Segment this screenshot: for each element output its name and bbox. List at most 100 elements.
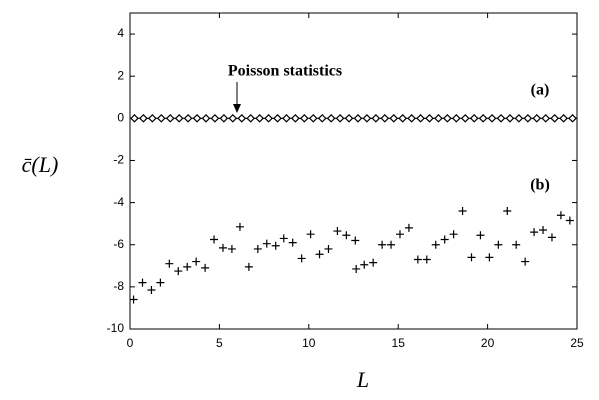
- data-point: [253, 244, 262, 253]
- x-tick-label: 20: [481, 336, 495, 350]
- data-point: [443, 113, 452, 123]
- data-point: [288, 238, 297, 247]
- data-point: [218, 243, 227, 252]
- data-point: [244, 262, 253, 271]
- annotation: (a): [531, 82, 550, 99]
- data-point: [228, 113, 238, 123]
- x-tick-label: 15: [392, 336, 406, 350]
- data-point: [512, 240, 521, 249]
- data-point: [351, 236, 360, 245]
- data-point: [156, 113, 166, 123]
- data-point: [353, 113, 363, 123]
- data-point: [568, 113, 577, 123]
- data-point: [282, 113, 291, 123]
- data-point: [139, 113, 148, 123]
- data-point: [129, 295, 138, 304]
- data-point: [398, 113, 408, 123]
- data-point: [333, 227, 342, 236]
- data-point: [565, 216, 574, 225]
- y-axis-label: c̄(L): [22, 152, 59, 177]
- data-point: [476, 231, 485, 240]
- data-point: [460, 113, 470, 123]
- data-point: [371, 113, 381, 123]
- data-point: [387, 240, 396, 249]
- data-point: [550, 113, 559, 123]
- data-point: [308, 113, 318, 123]
- data-point: [413, 255, 422, 264]
- data-point: [156, 278, 165, 287]
- data-point: [422, 255, 431, 264]
- data-point: [210, 235, 219, 244]
- y-tick-label: -4: [113, 195, 124, 209]
- data-point: [299, 113, 309, 123]
- data-point: [210, 113, 220, 123]
- data-point: [201, 263, 210, 272]
- data-point: [369, 258, 378, 267]
- data-point: [360, 260, 369, 269]
- y-tick-label: -6: [113, 237, 124, 251]
- data-point: [395, 230, 404, 239]
- data-point: [344, 113, 354, 123]
- plot-frame: [129, 12, 578, 330]
- y-tick-label: -10: [107, 321, 125, 335]
- x-tick-label: 0: [127, 336, 134, 350]
- annotation: Poisson statistics: [228, 63, 342, 80]
- data-point: [227, 244, 236, 253]
- data-point: [324, 244, 333, 253]
- data-point: [416, 113, 425, 123]
- data-point: [279, 234, 288, 243]
- x-tick-label: 10: [302, 336, 316, 350]
- data-point: [503, 207, 512, 216]
- data-point: [317, 113, 327, 123]
- data-point: [174, 113, 184, 123]
- data-point: [335, 113, 345, 123]
- data-point: [496, 113, 506, 123]
- data-point: [183, 113, 193, 123]
- data-point: [246, 113, 256, 123]
- data-point: [559, 113, 568, 123]
- data-point: [148, 113, 157, 123]
- data-point: [404, 223, 413, 232]
- data-point: [165, 259, 174, 268]
- data-point: [467, 253, 476, 262]
- data-point: [130, 113, 139, 123]
- data-point: [469, 113, 479, 123]
- data-point: [530, 228, 539, 237]
- data-point: [262, 239, 271, 248]
- data-point: [362, 113, 372, 123]
- data-point: [297, 254, 306, 263]
- data-point: [389, 113, 399, 123]
- data-point: [378, 240, 387, 249]
- x-tick-label: 5: [216, 336, 223, 350]
- data-point: [306, 230, 315, 239]
- data-point: [235, 222, 244, 231]
- data-point: [451, 113, 461, 123]
- data-point: [485, 253, 494, 262]
- data-point: [440, 235, 449, 244]
- data-point: [541, 113, 551, 123]
- x-tick-label: 25: [570, 336, 584, 350]
- data-point: [271, 241, 280, 250]
- data-point: [434, 113, 443, 123]
- data-point: [478, 113, 488, 123]
- data-point: [556, 211, 565, 220]
- data-point: [547, 233, 556, 242]
- data-point: [237, 113, 247, 123]
- data-point: [431, 240, 440, 249]
- data-point: [514, 113, 524, 123]
- data-point: [315, 250, 324, 259]
- data-point: [523, 113, 533, 123]
- data-point: [487, 113, 497, 123]
- data-point: [255, 113, 264, 123]
- data-point: [407, 113, 416, 123]
- annotation: (b): [530, 177, 550, 194]
- data-point: [521, 257, 530, 266]
- data-point: [201, 113, 211, 123]
- data-point: [380, 113, 390, 123]
- data-point: [192, 113, 202, 123]
- data-point: [425, 113, 434, 123]
- data-point: [192, 257, 201, 266]
- data-point: [273, 113, 282, 123]
- y-tick-label: 4: [117, 26, 124, 40]
- data-point: [352, 264, 361, 273]
